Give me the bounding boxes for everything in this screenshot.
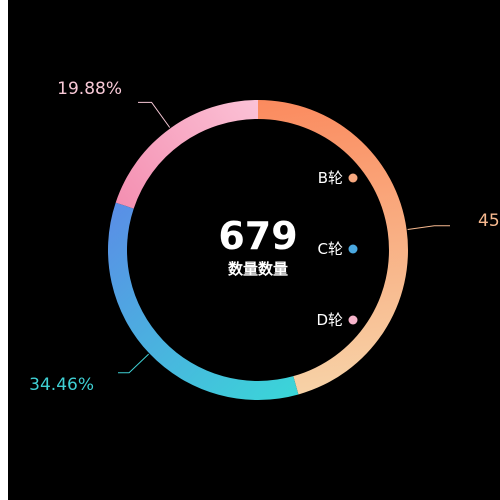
- legend-item-d-[interactable]: D轮: [316, 311, 358, 329]
- donut-slice-c-[interactable]: [108, 202, 299, 401]
- percent-label-c-: 34.46%: [29, 375, 94, 395]
- center-total-label: 数量数量: [228, 260, 288, 278]
- donut-slice-b-[interactable]: [258, 100, 409, 395]
- legend-label: D轮: [316, 311, 343, 329]
- legend-marker: [348, 315, 358, 325]
- chart-canvas: 45 34.46% 19.88% B轮 C轮 D轮 679 数量数量: [8, 0, 500, 500]
- leader-line-b-: [407, 225, 450, 230]
- leader-line-d-: [138, 101, 171, 128]
- donut-slice-d-[interactable]: [115, 100, 258, 209]
- legend-item-c-[interactable]: C轮: [318, 240, 358, 258]
- legend-item-b-[interactable]: B轮: [318, 169, 358, 187]
- percent-label-b-: 45: [478, 211, 500, 231]
- legend-marker: [348, 173, 358, 183]
- legend-marker: [348, 244, 358, 254]
- legend-label: C轮: [318, 240, 343, 258]
- legend-label: B轮: [318, 169, 343, 187]
- donut-chart: 45 34.46% 19.88% B轮 C轮 D轮 679 数量数量: [29, 79, 500, 401]
- leader-line-c-: [118, 353, 149, 374]
- percent-label-d-: 19.88%: [57, 79, 122, 99]
- center-total-value: 679: [218, 214, 297, 258]
